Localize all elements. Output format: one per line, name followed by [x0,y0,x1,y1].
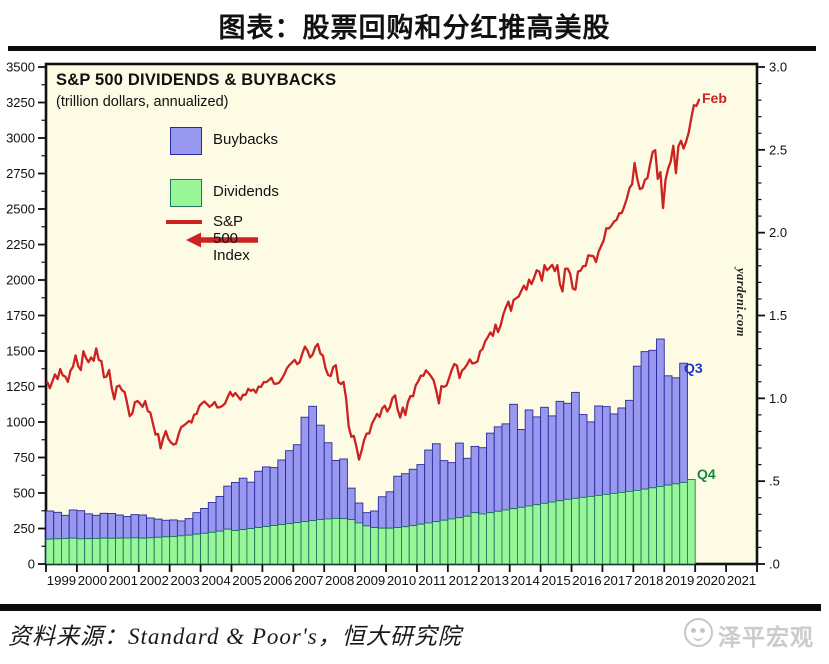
annotation-feb: Feb [702,90,727,106]
svg-text:2011: 2011 [418,573,446,588]
bottom-divider [0,604,821,611]
page-title: 图表：股票回购和分红推高美股 [218,13,611,43]
svg-text:0: 0 [28,557,35,572]
svg-text:2002: 2002 [140,573,169,588]
watermark: 泽平宏观 [684,616,824,650]
svg-text:3250: 3250 [6,95,35,110]
dividends-swatch-icon [170,179,202,207]
yardeni-branding: yardeni.com [734,268,748,338]
svg-text:2003: 2003 [170,573,199,588]
svg-text:2015: 2015 [541,573,570,588]
zeping-logo-icon [684,618,713,647]
svg-text:250: 250 [13,521,35,536]
svg-text:1500: 1500 [6,344,35,359]
chart-title: S&P 500 DIVIDENDS & BUYBACKS [56,71,337,89]
svg-text:2012: 2012 [449,573,478,588]
svg-text:2005: 2005 [232,573,261,588]
svg-text:3500: 3500 [6,60,35,75]
svg-text:2018: 2018 [634,573,663,588]
svg-text:1.0: 1.0 [769,391,787,406]
svg-text:1999: 1999 [47,573,76,588]
svg-text:1.5: 1.5 [769,308,787,323]
svg-text:2006: 2006 [263,573,292,588]
svg-text:.0: .0 [769,557,780,572]
svg-text:2000: 2000 [78,573,107,588]
annotation-q4: Q4 [697,466,716,482]
svg-text:2500: 2500 [6,202,35,217]
svg-text:2.5: 2.5 [769,142,787,157]
svg-text:3.0: 3.0 [769,60,787,75]
watermark-text: 泽平宏观 [718,624,814,650]
svg-text:2010: 2010 [387,573,416,588]
svg-text:2250: 2250 [6,237,35,252]
svg-text:2019: 2019 [665,573,694,588]
title-divider [8,46,816,51]
svg-text:2016: 2016 [572,573,601,588]
legend-label-buybacks: Buybacks [213,131,279,148]
svg-text:2004: 2004 [201,573,230,588]
svg-text:500: 500 [13,486,35,501]
svg-text:2001: 2001 [109,573,138,588]
svg-text:750: 750 [13,450,35,465]
svg-text:.5: .5 [769,474,780,489]
svg-text:2020: 2020 [696,573,725,588]
index-line-swatch-icon [166,220,202,224]
svg-text:1250: 1250 [6,379,35,394]
svg-text:2008: 2008 [325,573,354,588]
svg-text:3000: 3000 [6,131,35,146]
svg-text:2014: 2014 [510,573,539,588]
svg-text:2017: 2017 [603,573,632,588]
svg-text:1750: 1750 [6,308,35,323]
svg-text:1000: 1000 [6,415,35,430]
legend-label-sp500-index: S&P 500 Index [213,213,250,264]
buybacks-swatch-icon [170,127,202,155]
source-line: 资料来源：Standard & Poor's，恒大研究院 [8,624,462,649]
svg-text:2750: 2750 [6,166,35,181]
svg-text:2009: 2009 [356,573,385,588]
legend-label-dividends: Dividends [213,183,279,200]
svg-text:2000: 2000 [6,273,35,288]
chart-subtitle: (trillion dollars, annualized) [56,94,229,110]
svg-text:2021: 2021 [727,573,756,588]
annotation-q3: Q3 [684,360,703,376]
svg-text:2007: 2007 [294,573,323,588]
svg-text:2013: 2013 [480,573,509,588]
svg-text:2.0: 2.0 [769,225,787,240]
